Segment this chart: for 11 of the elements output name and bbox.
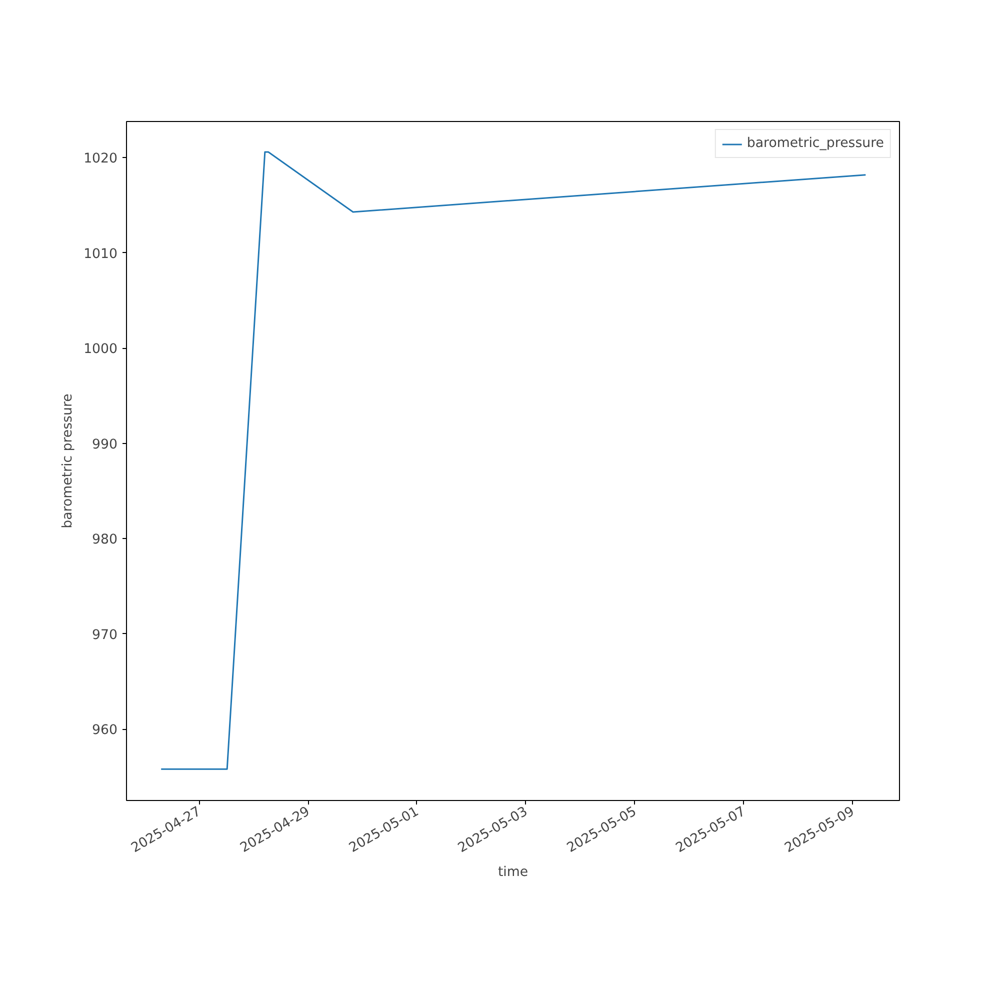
- y-tick-label: 960: [92, 723, 118, 738]
- y-tick-label: 1000: [84, 342, 118, 358]
- y-axis-title: barometric pressure: [60, 394, 76, 528]
- y-tick-label: 1020: [84, 152, 118, 167]
- x-axis-title: time: [498, 864, 528, 880]
- legend-label: barometric_pressure: [746, 136, 884, 151]
- y-tick-label: 970: [92, 628, 118, 643]
- y-tick-label: 990: [92, 437, 118, 452]
- y-tick-label: 980: [92, 532, 118, 548]
- line-series: [160, 151, 866, 770]
- y-tick-label: 1010: [84, 246, 118, 262]
